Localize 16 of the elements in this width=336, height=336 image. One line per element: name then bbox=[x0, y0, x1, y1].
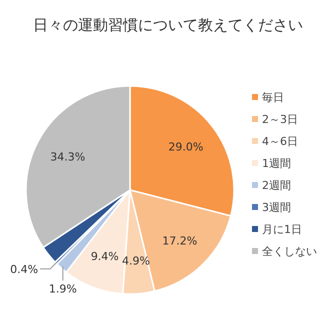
legend-label: 毎日 bbox=[262, 91, 284, 104]
legend-label: 全くしない bbox=[262, 245, 317, 258]
data-label: 17.2% bbox=[162, 234, 198, 248]
data-label: 29.0% bbox=[168, 140, 204, 154]
legend-label: 月に1日 bbox=[262, 223, 302, 236]
data-label: 1.9% bbox=[48, 282, 77, 296]
legend-label: 2週間 bbox=[262, 179, 291, 192]
chart-title: 日々の運動習慣について教えてください bbox=[33, 16, 303, 34]
data-label: 34.3% bbox=[50, 150, 86, 164]
data-label: 4.9% bbox=[122, 254, 150, 268]
legend-label: 2～3日 bbox=[262, 113, 298, 126]
legend-label: 3週間 bbox=[262, 201, 291, 214]
legend-label: 1週間 bbox=[262, 157, 291, 170]
data-label: 9.4% bbox=[90, 250, 119, 264]
data-label: 0.4% bbox=[10, 262, 38, 276]
legend-label: 4～6日 bbox=[262, 135, 298, 148]
